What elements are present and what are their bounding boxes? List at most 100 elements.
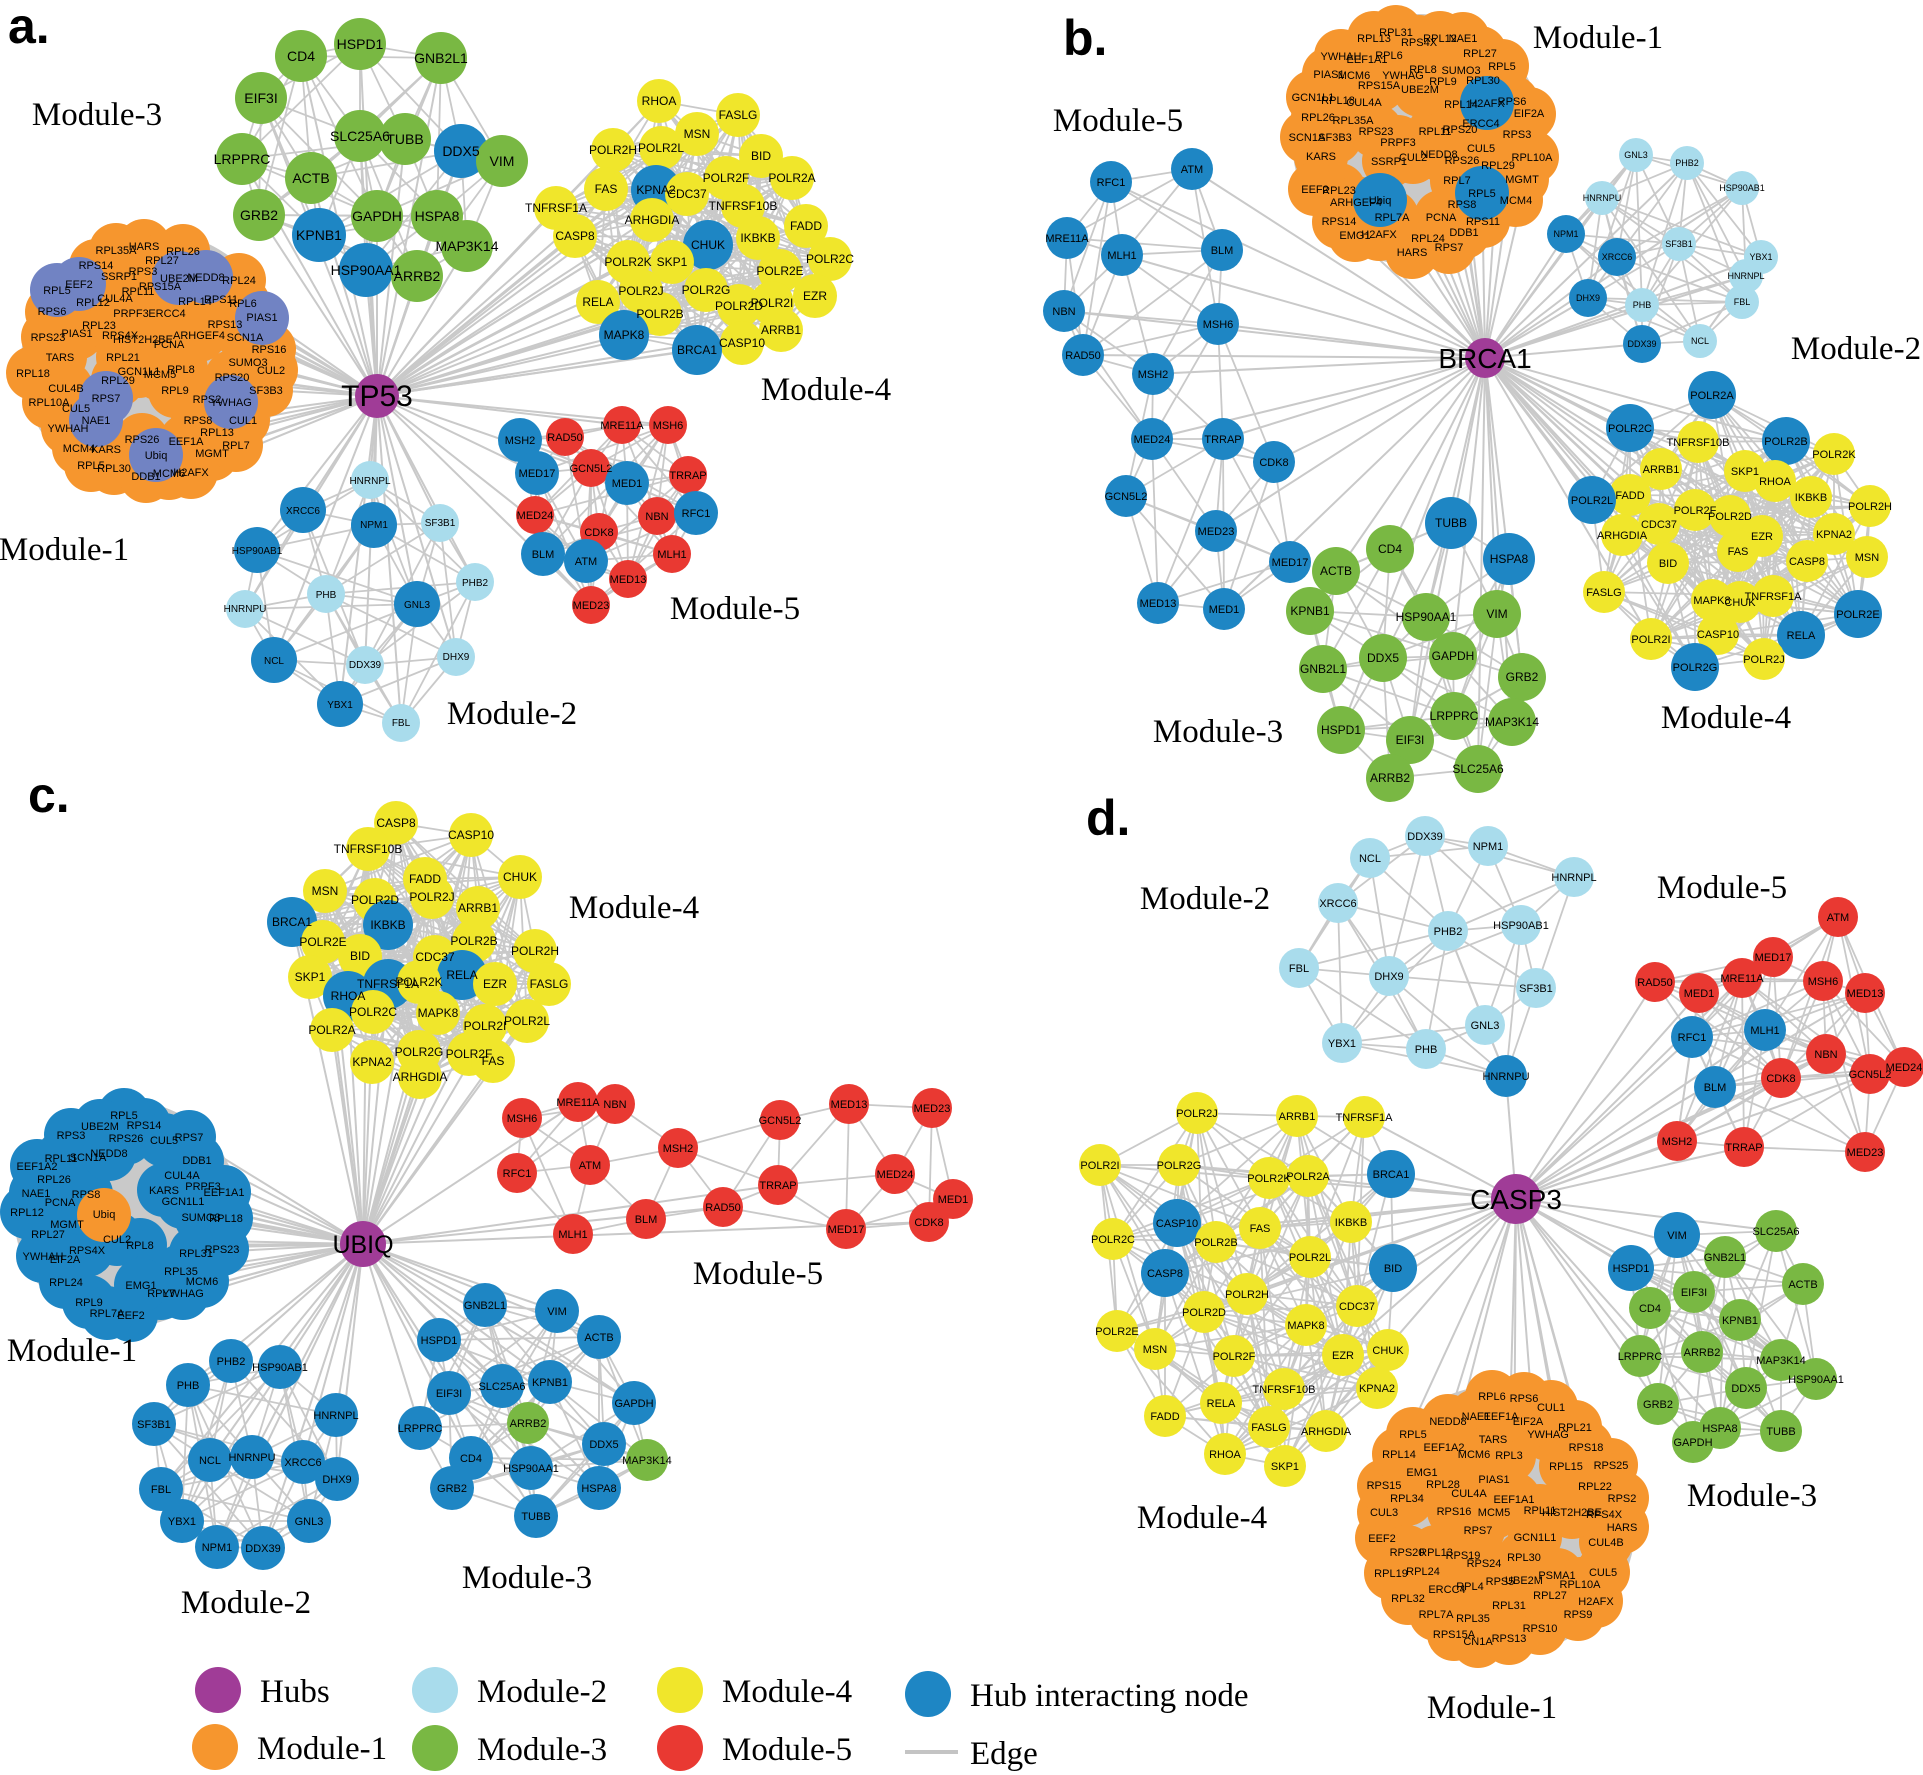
svg-text:HSPA8: HSPA8 [1702,1423,1737,1435]
svg-text:BRCA1: BRCA1 [677,343,717,357]
svg-text:UBE2M: UBE2M [1505,1575,1543,1587]
svg-text:RFC1: RFC1 [503,1168,532,1180]
svg-text:MSH6: MSH6 [653,420,684,432]
svg-text:NBN: NBN [1814,1049,1837,1061]
svg-text:RPS16: RPS16 [252,344,287,356]
svg-text:RPS16: RPS16 [1437,1506,1472,1518]
svg-text:Module-2: Module-2 [181,1585,311,1621]
svg-text:RPL23: RPL23 [82,320,116,332]
svg-text:GNL3: GNL3 [1471,1020,1500,1032]
svg-text:DDX39: DDX39 [1627,339,1656,349]
svg-text:XRCC6: XRCC6 [1319,898,1356,910]
svg-text:RPS13: RPS13 [1492,1633,1527,1645]
svg-text:EZR: EZR [1332,1350,1354,1362]
svg-text:CUL4B: CUL4B [48,383,83,395]
svg-text:POLR2J: POLR2J [618,284,663,298]
svg-text:RPL10A: RPL10A [1512,152,1554,164]
svg-text:SF3B1: SF3B1 [425,518,456,529]
svg-text:EZR: EZR [803,289,827,303]
svg-text:RPL8: RPL8 [126,1240,154,1252]
svg-text:RPL24: RPL24 [49,1277,83,1289]
svg-text:PIAS1: PIAS1 [1313,69,1344,81]
svg-text:MCM5: MCM5 [1478,1507,1510,1519]
svg-text:TP53: TP53 [341,380,413,413]
svg-text:RPS19: RPS19 [1446,1550,1481,1562]
svg-text:TUBB: TUBB [1766,1426,1795,1438]
svg-text:SKP1: SKP1 [657,255,688,269]
svg-text:Hub interacting node: Hub interacting node [970,1678,1249,1714]
svg-text:ACTB: ACTB [584,1332,613,1344]
svg-text:RPL11: RPL11 [1419,126,1452,138]
svg-text:RPS7: RPS7 [1464,1525,1493,1537]
svg-text:VIM: VIM [1486,607,1507,621]
svg-text:MSN: MSN [1855,552,1880,564]
svg-text:GCN1L1: GCN1L1 [1292,92,1335,104]
svg-text:SF3B3: SF3B3 [1318,132,1352,144]
svg-text:SF3B1: SF3B1 [1519,983,1553,995]
svg-text:MSH2: MSH2 [1138,369,1169,381]
svg-text:CHUK: CHUK [503,870,537,884]
svg-text:RPL6: RPL6 [1478,1391,1506,1403]
svg-text:CUL5: CUL5 [1589,1567,1617,1579]
svg-text:NCL: NCL [1359,853,1381,865]
svg-text:EIF3I: EIF3I [1396,733,1425,747]
svg-text:GNB2L1: GNB2L1 [464,1300,506,1312]
svg-text:MED13: MED13 [1140,598,1177,610]
svg-text:RPL14: RPL14 [1444,99,1478,111]
svg-text:HSPD1: HSPD1 [1613,1263,1650,1275]
svg-text:FAS: FAS [482,1054,505,1068]
svg-text:HSP90AA1: HSP90AA1 [503,1463,559,1475]
svg-text:VIM: VIM [547,1306,567,1318]
svg-text:RPL5: RPL5 [1488,61,1516,73]
svg-text:RPL23: RPL23 [1322,185,1356,197]
svg-text:FADD: FADD [409,872,441,886]
svg-text:GNB2L1: GNB2L1 [1704,1252,1746,1264]
svg-text:GAPDH: GAPDH [614,1398,653,1410]
svg-text:MED17: MED17 [828,1224,865,1236]
svg-text:TNFRSF10B: TNFRSF10B [1667,437,1730,449]
svg-text:NAE1: NAE1 [1449,33,1478,45]
svg-text:RPL8: RPL8 [167,364,195,376]
svg-text:YWHAG: YWHAG [1382,70,1424,82]
svg-text:NBN: NBN [1052,306,1075,318]
svg-text:ERCC4: ERCC4 [1462,118,1499,130]
svg-text:HNRNPU: HNRNPU [228,1452,275,1464]
svg-text:MED1: MED1 [1209,604,1240,616]
svg-text:MCM6: MCM6 [1458,1449,1490,1461]
svg-text:MED24: MED24 [877,1169,914,1181]
svg-text:RPL18: RPL18 [1321,95,1355,107]
svg-text:POLR2A: POLR2A [1690,390,1734,402]
svg-text:MAP3K14: MAP3K14 [1756,1355,1806,1367]
svg-text:HSPA8: HSPA8 [415,208,460,224]
svg-text:GAPDH: GAPDH [352,208,402,224]
svg-text:NBN: NBN [645,511,668,523]
svg-text:Module-5: Module-5 [1053,103,1183,139]
svg-text:HSP90AA1: HSP90AA1 [1396,610,1457,624]
svg-text:RPL9: RPL9 [1429,76,1457,88]
svg-text:RPL22: RPL22 [1578,1481,1612,1493]
svg-text:GCN1L1: GCN1L1 [162,1196,205,1208]
svg-text:SUMO3: SUMO3 [1441,65,1480,77]
svg-text:CHUK: CHUK [1372,1345,1404,1357]
svg-text:RPL4: RPL4 [1456,1581,1484,1593]
svg-text:EEF2: EEF2 [1301,184,1329,196]
svg-text:RPS8: RPS8 [184,415,213,427]
svg-text:DDX5: DDX5 [442,143,480,159]
svg-text:RPS11: RPS11 [1466,216,1500,228]
svg-text:RPL31: RPL31 [1492,1600,1526,1612]
svg-text:SF3B1: SF3B1 [137,1419,171,1431]
svg-text:RPS10: RPS10 [1523,1623,1558,1635]
svg-text:MSH6: MSH6 [507,1113,538,1125]
svg-text:CASP8: CASP8 [1147,1268,1183,1280]
svg-text:RPL11: RPL11 [45,1153,78,1165]
svg-text:MCM5: MCM5 [144,369,176,381]
svg-text:RPS11: RPS11 [204,294,238,306]
svg-text:FADD: FADD [790,219,822,233]
svg-text:POLR2H: POLR2H [1225,1289,1269,1301]
svg-text:GCN1L1: GCN1L1 [1514,1532,1557,1544]
svg-text:GNL3: GNL3 [295,1516,324,1528]
svg-text:DDB1: DDB1 [182,1155,211,1167]
svg-text:RPL12: RPL12 [1423,33,1457,45]
svg-text:DDX39: DDX39 [349,660,382,671]
svg-text:YWHAH: YWHAH [48,423,89,435]
